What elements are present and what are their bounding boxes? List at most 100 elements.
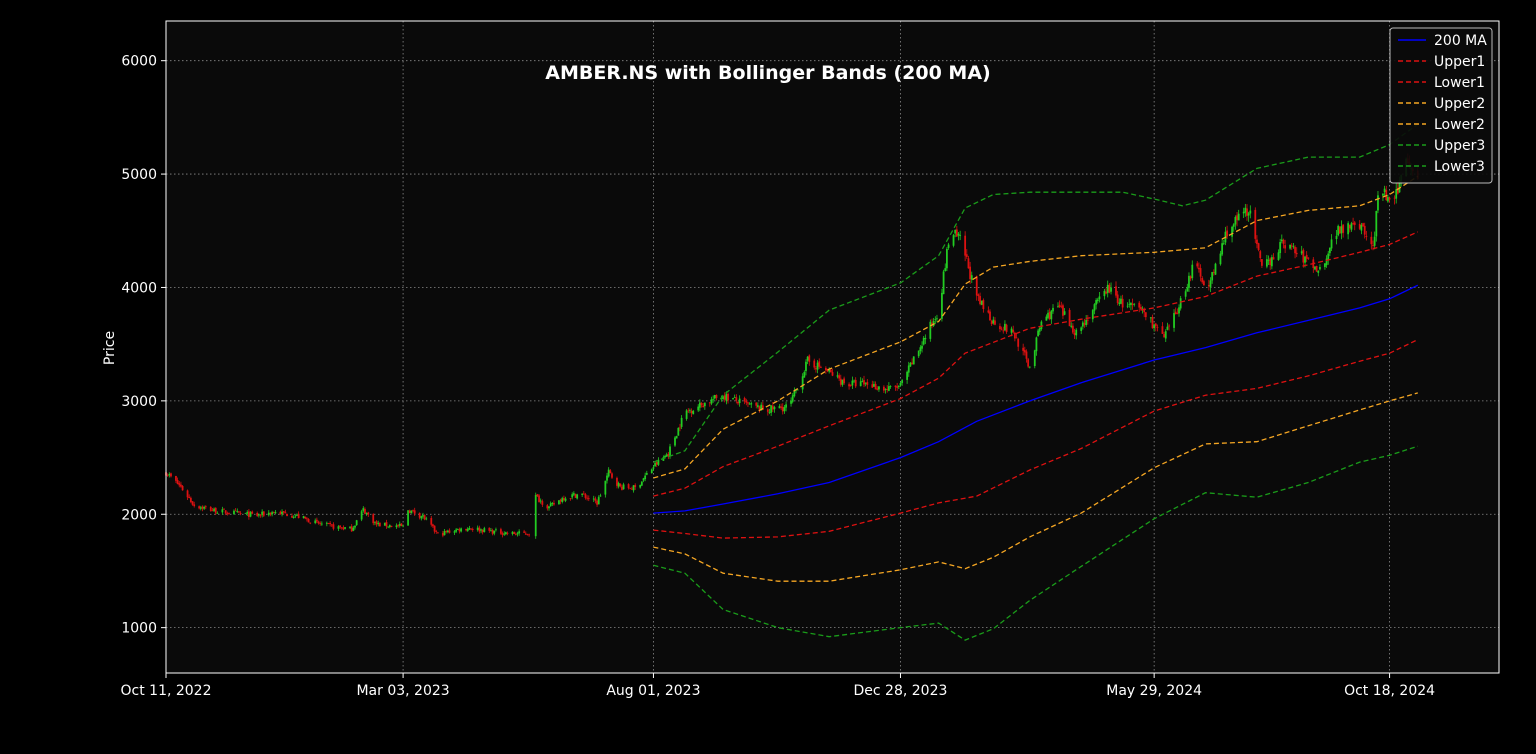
candle-body bbox=[558, 500, 560, 505]
candle-body bbox=[712, 399, 715, 401]
candle-body bbox=[1305, 254, 1308, 259]
candle-body bbox=[178, 483, 181, 486]
candle-body bbox=[644, 475, 647, 480]
candle-body bbox=[191, 501, 194, 505]
candle-body bbox=[375, 521, 378, 525]
candle-body bbox=[708, 402, 711, 404]
candle-body bbox=[743, 398, 746, 402]
candle-body bbox=[224, 510, 227, 514]
candle-body bbox=[1028, 366, 1031, 368]
candle-body bbox=[1247, 213, 1250, 216]
candle-body bbox=[176, 480, 179, 484]
candle-body bbox=[645, 473, 648, 475]
candle-body bbox=[594, 498, 597, 501]
candle-body bbox=[582, 493, 585, 495]
candle-body bbox=[768, 412, 771, 413]
candle-body bbox=[1388, 197, 1391, 200]
candle-body bbox=[571, 494, 574, 498]
candle-body bbox=[377, 523, 380, 525]
candle-body bbox=[934, 319, 937, 321]
candle-body bbox=[410, 510, 413, 514]
candle-body bbox=[503, 533, 506, 535]
candle-body bbox=[539, 500, 542, 502]
candle-body bbox=[576, 494, 579, 499]
candle-body bbox=[1242, 211, 1245, 214]
candle-body bbox=[947, 244, 950, 248]
candle-body bbox=[385, 522, 388, 527]
candle-body bbox=[239, 513, 242, 515]
y-tick-label: 5000 bbox=[121, 167, 157, 183]
candle-body bbox=[1277, 252, 1280, 261]
candle-body bbox=[1314, 266, 1316, 270]
candle-body bbox=[1106, 284, 1109, 294]
candle-body bbox=[942, 271, 945, 295]
candle-body bbox=[692, 410, 695, 415]
candle-body bbox=[360, 511, 363, 520]
candle-body bbox=[262, 511, 265, 516]
candle-body bbox=[828, 369, 831, 372]
candle-body bbox=[836, 375, 839, 377]
candle-body bbox=[1335, 235, 1338, 240]
candle-body bbox=[551, 502, 554, 505]
candle-body bbox=[1186, 287, 1189, 292]
candle-body bbox=[211, 510, 214, 512]
candle-body bbox=[999, 326, 1001, 330]
candle-body bbox=[597, 497, 600, 505]
candle-body bbox=[1272, 257, 1275, 260]
candle-body bbox=[378, 522, 381, 527]
candle-body bbox=[815, 368, 817, 370]
candle-body bbox=[964, 235, 967, 256]
candle-body bbox=[1317, 270, 1320, 273]
candle-body bbox=[1358, 223, 1361, 229]
candle-body bbox=[667, 453, 670, 457]
candle-body bbox=[478, 527, 481, 532]
candle-body bbox=[294, 515, 297, 517]
candle-body bbox=[619, 483, 622, 487]
candle-body bbox=[186, 490, 189, 498]
candle-body bbox=[1256, 239, 1258, 244]
candle-body bbox=[168, 473, 171, 476]
candle-body bbox=[912, 356, 915, 365]
candle-body bbox=[216, 513, 219, 514]
candle-body bbox=[819, 367, 822, 368]
candle-body bbox=[1201, 277, 1204, 283]
candle-body bbox=[513, 532, 516, 534]
candle-body bbox=[425, 518, 428, 520]
candle-body bbox=[269, 512, 272, 515]
candle-body bbox=[223, 508, 225, 510]
candle-body bbox=[702, 405, 705, 408]
candle-body bbox=[887, 386, 890, 391]
candle-body bbox=[569, 498, 572, 499]
candle-body bbox=[1338, 226, 1341, 234]
candle-body bbox=[256, 512, 259, 516]
candle-body bbox=[922, 337, 925, 345]
plot-area bbox=[166, 21, 1499, 673]
y-axis-label: Price bbox=[102, 331, 118, 365]
candle-body bbox=[390, 525, 393, 528]
candle-body bbox=[750, 403, 753, 405]
candle-body bbox=[309, 522, 312, 524]
candle-body bbox=[803, 372, 806, 378]
candle-body bbox=[1047, 312, 1049, 318]
candle-body bbox=[1282, 239, 1285, 244]
candle-body bbox=[677, 427, 680, 436]
candle-body bbox=[735, 397, 738, 401]
candle-body bbox=[476, 527, 479, 530]
candle-body bbox=[297, 514, 300, 519]
candle-body bbox=[1153, 324, 1156, 329]
candle-body bbox=[441, 532, 444, 536]
candle-body bbox=[1372, 245, 1374, 246]
candle-body bbox=[1363, 225, 1366, 235]
candle-body bbox=[304, 516, 307, 519]
candle-body bbox=[1236, 215, 1238, 221]
candle-body bbox=[504, 532, 507, 535]
candle-body bbox=[778, 406, 781, 409]
candle-body bbox=[199, 507, 202, 509]
candle-body bbox=[244, 512, 247, 514]
candle-body bbox=[1254, 209, 1257, 239]
candle-body bbox=[1302, 249, 1305, 263]
candle-body bbox=[745, 400, 748, 403]
candle-body bbox=[785, 404, 787, 408]
candle-body bbox=[1300, 251, 1303, 254]
candle-body bbox=[747, 402, 749, 404]
